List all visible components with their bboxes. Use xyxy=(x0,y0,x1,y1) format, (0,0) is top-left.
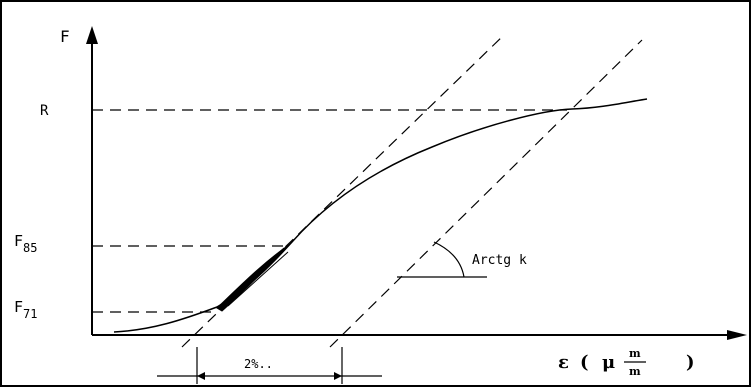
r-label: R xyxy=(40,103,49,119)
y-axis-label: F xyxy=(60,27,70,46)
offset-label: 2%.. xyxy=(244,357,273,371)
hatch-line xyxy=(223,247,285,303)
hatch-line xyxy=(227,251,289,307)
f85-label: F85 xyxy=(14,232,37,255)
x-axis-arrow xyxy=(727,330,747,340)
x-axis-label: ε ( μ m m ) xyxy=(558,347,695,378)
x-label-mu: μ xyxy=(602,352,615,373)
angle-label: Arctg k xyxy=(472,253,527,268)
offset-arrow-left xyxy=(197,372,205,380)
angle-arc xyxy=(433,241,465,278)
x-label-denominator: m xyxy=(629,365,641,378)
y-axis-arrow xyxy=(86,26,98,44)
stress-strain-curve xyxy=(113,98,648,333)
offset-arrow-right xyxy=(334,372,342,380)
x-label-numerator: m xyxy=(629,347,641,360)
f71-label: F71 xyxy=(14,298,37,321)
x-label-close-paren: ) xyxy=(686,352,695,373)
offset-parallel-line xyxy=(329,39,643,348)
x-label-epsilon: ε xyxy=(558,352,569,373)
hatched-region xyxy=(216,243,291,312)
x-label-open-paren: ( xyxy=(580,352,589,373)
